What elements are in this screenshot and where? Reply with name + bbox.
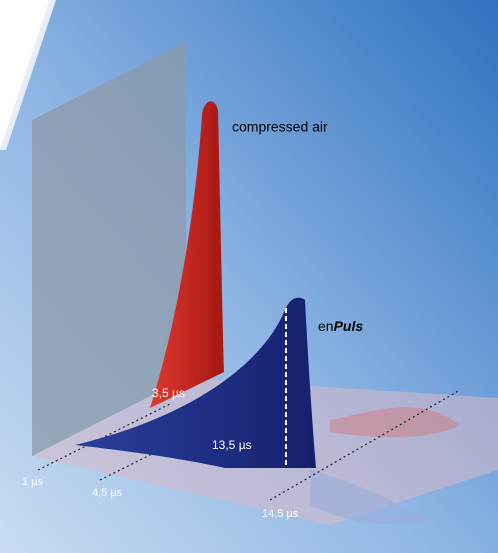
time-lines <box>37 389 461 501</box>
corner-edge <box>0 0 56 150</box>
red-shadow <box>330 407 460 438</box>
peak-label: 3,5 µs <box>152 386 185 400</box>
compressed-air-peak <box>150 101 224 408</box>
enpuls-peak <box>75 297 316 468</box>
time-label: 1 µs <box>22 476 44 488</box>
time-label: 14,5 µs <box>262 508 299 520</box>
label: enPuls <box>318 318 363 334</box>
blue-shadow <box>310 470 430 525</box>
label: compressed air <box>232 119 328 135</box>
label-part: Puls <box>334 318 364 334</box>
time-label: 4,5 µs <box>92 487 123 499</box>
label-part: en <box>318 318 334 334</box>
back-plane <box>32 42 186 456</box>
peak-label: 13,5 µs <box>212 438 252 452</box>
